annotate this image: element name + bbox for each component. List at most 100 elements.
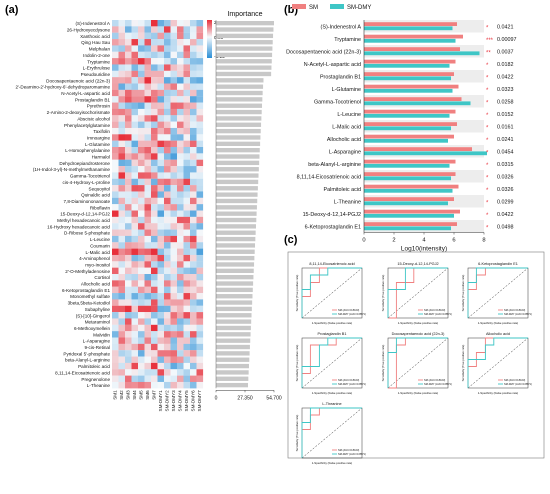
heatmap-cell bbox=[170, 381, 178, 389]
heatmap-cell bbox=[190, 280, 197, 287]
importance-bar bbox=[216, 382, 249, 388]
heatmap-cell bbox=[190, 39, 197, 46]
heatmap-cell bbox=[157, 121, 165, 129]
heatmap-cell bbox=[190, 248, 197, 256]
heatmap-cell bbox=[138, 350, 145, 357]
heatmap-row-label: Tryptamine bbox=[87, 59, 110, 64]
heatmap-cell bbox=[144, 286, 152, 294]
heatmap-cell bbox=[183, 64, 191, 71]
importance-bar bbox=[216, 275, 254, 280]
heatmap-column-label: SM3 bbox=[126, 390, 131, 400]
row-band bbox=[364, 120, 484, 133]
heatmap-row-label: Prostaglandin B1 bbox=[75, 97, 110, 102]
heatmap-cell bbox=[190, 159, 197, 167]
heatmap-cell bbox=[112, 210, 119, 217]
heatmap-cell bbox=[183, 58, 191, 65]
bar-sm bbox=[364, 109, 456, 114]
heatmap-row-label: 6-Ketoprostaglandin E1 bbox=[62, 288, 110, 293]
row-band bbox=[364, 70, 484, 83]
heatmap-cell bbox=[138, 45, 145, 52]
heatmap-cell bbox=[183, 147, 191, 154]
heatmap-cell bbox=[183, 197, 191, 205]
heatmap-cell bbox=[177, 204, 184, 211]
roc-legend-sm: SM (AUC=0.8163) bbox=[338, 378, 359, 382]
heatmap-cell bbox=[138, 254, 145, 262]
heatmap-row-label: Pregnenolone bbox=[81, 377, 110, 382]
heatmap-cell bbox=[131, 185, 139, 192]
heatmap-cell bbox=[131, 134, 139, 141]
heatmap-cell bbox=[144, 216, 152, 224]
heatmap-cell bbox=[177, 96, 184, 103]
heatmap-cell bbox=[112, 191, 119, 198]
heatmap-cell bbox=[157, 51, 165, 59]
heatmap-cell bbox=[196, 254, 204, 262]
heatmap-cell bbox=[170, 134, 178, 141]
importance-bar bbox=[216, 186, 258, 191]
heatmap-cell bbox=[190, 32, 197, 40]
heatmap-cell bbox=[112, 254, 119, 262]
heatmap-cell bbox=[138, 32, 145, 40]
heatmap-cell bbox=[170, 26, 178, 33]
heatmap-cell bbox=[157, 185, 165, 192]
heatmap-cell bbox=[196, 191, 204, 198]
heatmap-cell bbox=[183, 96, 191, 103]
heatmap-row-label: N-Acetyl-L-aspartic acid bbox=[61, 91, 110, 96]
heatmap-cell bbox=[157, 153, 165, 160]
roc-x-label: 1-Specificity (False positive rate) bbox=[312, 461, 352, 465]
importance-bar bbox=[216, 370, 249, 375]
heatmap-cell bbox=[138, 280, 145, 287]
heatmap-cell bbox=[138, 20, 145, 27]
heatmap-cell bbox=[118, 70, 126, 78]
heatmap-cell bbox=[157, 102, 165, 109]
heatmap-cell bbox=[151, 26, 158, 33]
heatmap-cell bbox=[151, 121, 158, 129]
heatmap-cell bbox=[177, 293, 184, 300]
heatmap-cell bbox=[170, 121, 178, 129]
heatmap-cell bbox=[157, 274, 165, 281]
heatmap-cell bbox=[177, 197, 184, 205]
heatmap-row-label: myo-Inositol bbox=[85, 262, 110, 267]
heatmap-cell bbox=[131, 369, 139, 376]
p-value-label: 0.0182 bbox=[497, 62, 514, 68]
heatmap-cell bbox=[164, 248, 171, 256]
heatmap-cell bbox=[170, 96, 178, 103]
heatmap-cell bbox=[118, 121, 126, 129]
heatmap-cell bbox=[177, 305, 184, 313]
heatmap-cell bbox=[177, 267, 184, 275]
importance-bar bbox=[216, 33, 274, 39]
heatmap-cell bbox=[170, 293, 178, 300]
bar-sm-dmy bbox=[364, 113, 450, 118]
heatmap-cell bbox=[177, 39, 184, 46]
importance-bar bbox=[216, 281, 254, 286]
heatmap-cell bbox=[183, 77, 191, 84]
heatmap-cell bbox=[131, 197, 139, 205]
heatmap-cell bbox=[112, 286, 119, 294]
panel-label-c: (c) bbox=[284, 234, 298, 246]
heatmap-cell bbox=[190, 140, 197, 148]
roc-legend-sm: SM (AUC=0.8163) bbox=[504, 378, 525, 382]
heatmap-cell bbox=[164, 51, 171, 59]
heatmap-cell bbox=[131, 248, 139, 256]
heatmap-cell bbox=[144, 381, 152, 389]
heatmap-cell bbox=[138, 197, 145, 205]
importance-bar bbox=[216, 84, 264, 89]
heatmap-cell bbox=[112, 248, 119, 256]
heatmap-cell bbox=[144, 331, 152, 338]
heatmap-cell bbox=[125, 159, 132, 167]
heatmap-cell bbox=[183, 293, 191, 300]
heatmap-cell bbox=[151, 242, 158, 249]
importance-bar bbox=[216, 40, 273, 45]
heatmap-cell bbox=[118, 32, 126, 40]
heatmap-row-label: 3beta,5beta-Ketodiol bbox=[68, 301, 110, 306]
heatmap-cell bbox=[131, 204, 139, 211]
heatmap-column-label: SM-DMY3 bbox=[171, 390, 176, 412]
heatmap-cell bbox=[196, 261, 204, 268]
heatmap-cell bbox=[190, 191, 197, 198]
heatmap-cell bbox=[196, 274, 204, 281]
importance-bar bbox=[216, 167, 259, 172]
heatmap-row-label: 2'-Deamino-2'-hydroxy-6'-dehydroparomami… bbox=[15, 85, 110, 90]
importance-bar bbox=[216, 243, 256, 248]
heatmap-cell bbox=[196, 166, 204, 173]
heatmap-cell bbox=[144, 197, 152, 205]
heatmap-cell bbox=[190, 261, 197, 268]
